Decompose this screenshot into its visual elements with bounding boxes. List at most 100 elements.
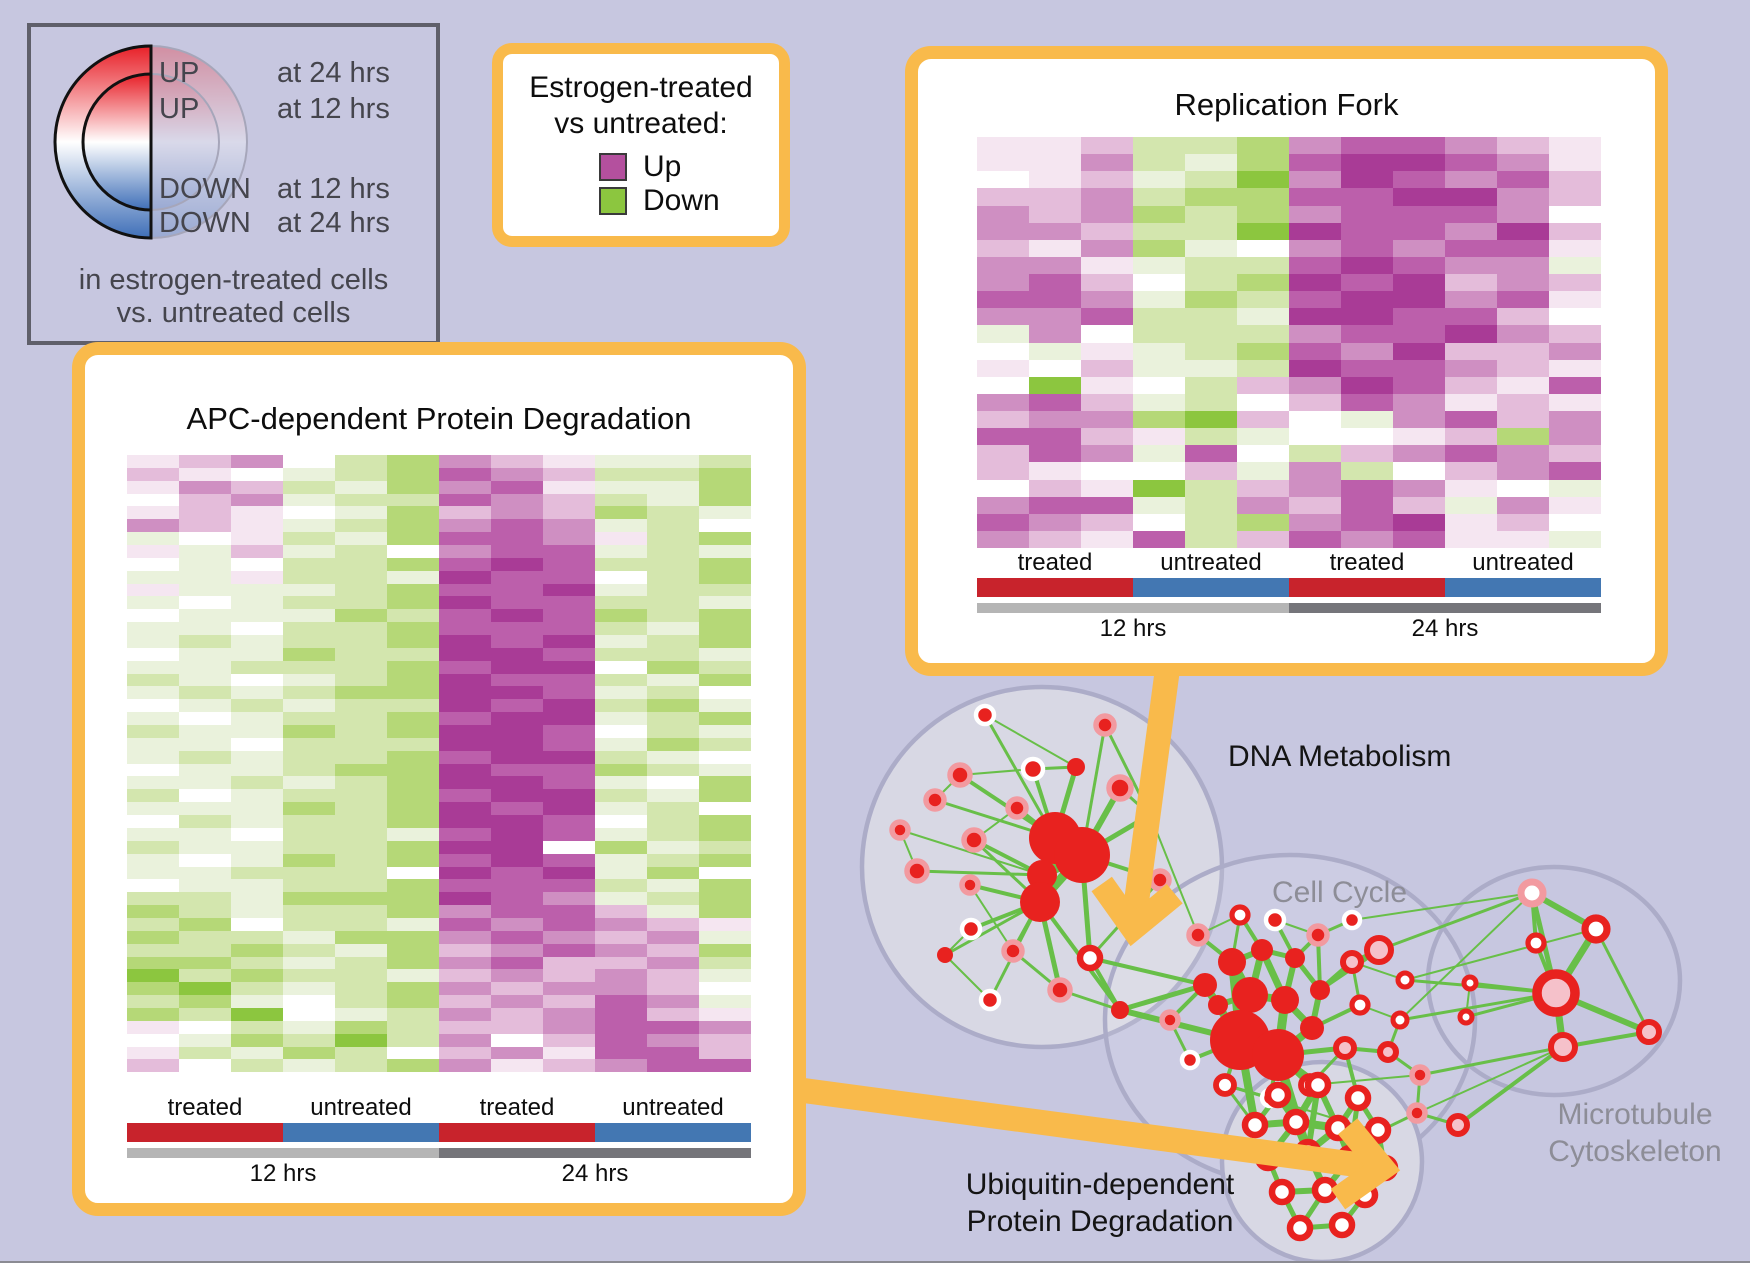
heatmap-cell <box>595 493 647 507</box>
network-node-white-ring <box>1263 908 1287 932</box>
strip-bar <box>977 578 1601 597</box>
heatmap-cell <box>543 686 595 700</box>
heatmap-cell <box>491 892 543 906</box>
heatmap-cell <box>283 917 335 931</box>
replication-fork-heatmap <box>977 137 1601 548</box>
heatmap-cell <box>1497 137 1549 155</box>
heatmap-cell <box>1445 445 1497 463</box>
heatmap-cell <box>439 815 491 828</box>
heatmap-cell <box>595 1046 647 1060</box>
heatmap-cell <box>1341 274 1393 292</box>
heatmap-cell <box>1341 479 1393 497</box>
heatmap-cell <box>387 930 439 944</box>
heatmap-cell <box>543 1033 595 1047</box>
heatmap-cell <box>387 532 439 546</box>
heatmap-cell <box>231 532 283 546</box>
heatmap-row <box>127 866 751 880</box>
heatmap-cell <box>1185 188 1237 206</box>
time-label: 12 hrs <box>1099 615 1167 642</box>
heatmap-cell <box>231 480 283 494</box>
heatmap-cell <box>595 815 647 828</box>
heatmap-cell <box>543 635 595 648</box>
heatmap-cell <box>283 583 335 597</box>
network-edge <box>1594 928 1651 1033</box>
heatmap-cell <box>491 995 543 1008</box>
heatmap-cell <box>179 969 231 983</box>
network-node-pink-ring <box>1159 1009 1181 1031</box>
heatmap-cell <box>977 188 1029 206</box>
heatmap-cell <box>647 1059 699 1073</box>
network-node-solid <box>1054 827 1110 883</box>
time-label: 24 hrs <box>1411 615 1479 642</box>
heatmap-row <box>127 596 751 610</box>
scale-time: at 12 hrs <box>277 93 390 125</box>
heatmap-cell <box>595 635 647 648</box>
heatmap-cell <box>699 480 751 494</box>
heatmap-cell <box>387 827 439 841</box>
heatmap-cell <box>1081 411 1133 429</box>
heatmap-cell <box>543 892 595 906</box>
heatmap-cell <box>283 1033 335 1047</box>
heatmap-cell <box>491 467 543 481</box>
heatmap-cell <box>1497 342 1549 360</box>
heatmap-cell <box>491 1059 543 1073</box>
heatmap-cell <box>439 995 491 1008</box>
heatmap-cell <box>335 943 387 957</box>
down-color-swatch <box>599 187 627 215</box>
heatmap-cell <box>335 725 387 738</box>
heatmap-cell <box>387 647 439 661</box>
heatmap-row <box>127 647 751 661</box>
heatmap-cell <box>387 1007 439 1021</box>
heatmap-cell <box>127 1046 179 1060</box>
heatmap-cell <box>699 686 751 700</box>
heatmap-cell <box>439 892 491 906</box>
heatmap-cell <box>1133 188 1185 206</box>
heatmap-cell <box>231 622 283 636</box>
heatmap-cell <box>699 853 751 867</box>
heatmap-row <box>977 411 1601 429</box>
heatmap-cell <box>439 840 491 854</box>
heatmap-cell <box>179 866 231 880</box>
heatmap-cell <box>127 480 179 494</box>
heatmap-cell <box>491 1046 543 1060</box>
heatmap-cell <box>179 737 231 751</box>
heatmap-cell <box>595 622 647 636</box>
heatmap-cell <box>387 467 439 481</box>
heatmap-row <box>127 943 751 957</box>
heatmap-cell <box>1029 205 1081 223</box>
heatmap-cell <box>699 1007 751 1021</box>
heatmap-cell <box>387 622 439 636</box>
heatmap-cell <box>699 609 751 623</box>
heatmap-cell <box>439 943 491 957</box>
network-node-pink-ring <box>1186 923 1210 947</box>
heatmap-cell <box>1497 239 1549 257</box>
heatmap-cell <box>439 493 491 507</box>
heatmap-row <box>127 995 751 1008</box>
heatmap-cell <box>647 673 699 687</box>
heatmap-cell <box>387 1033 439 1047</box>
heatmap-cell <box>231 1059 283 1073</box>
heatmap-cell <box>647 635 699 648</box>
heatmap-cell <box>179 892 231 906</box>
heatmap-cell <box>231 1033 283 1047</box>
heatmap-row <box>127 982 751 996</box>
heatmap-cell <box>1549 359 1601 377</box>
heatmap-cell <box>491 853 543 867</box>
heatmap-cell <box>1289 171 1341 189</box>
heatmap-cell <box>647 789 699 803</box>
heatmap-cell <box>231 570 283 584</box>
heatmap-cell <box>127 673 179 687</box>
network-edge <box>984 714 1077 768</box>
heatmap-cell <box>439 776 491 790</box>
heatmap-cell <box>1393 325 1445 343</box>
heatmap-cell <box>491 635 543 648</box>
network-node-open-ring <box>1364 1116 1392 1144</box>
heatmap-row <box>127 969 751 983</box>
heatmap-cell <box>647 519 699 533</box>
heatmap-cell <box>1133 530 1185 548</box>
group-label: treated <box>479 1094 555 1121</box>
heatmap-cell <box>1133 359 1185 377</box>
network-edge <box>1457 1045 1564 1127</box>
heatmap-row <box>977 222 1601 240</box>
heatmap-cell <box>283 480 335 494</box>
